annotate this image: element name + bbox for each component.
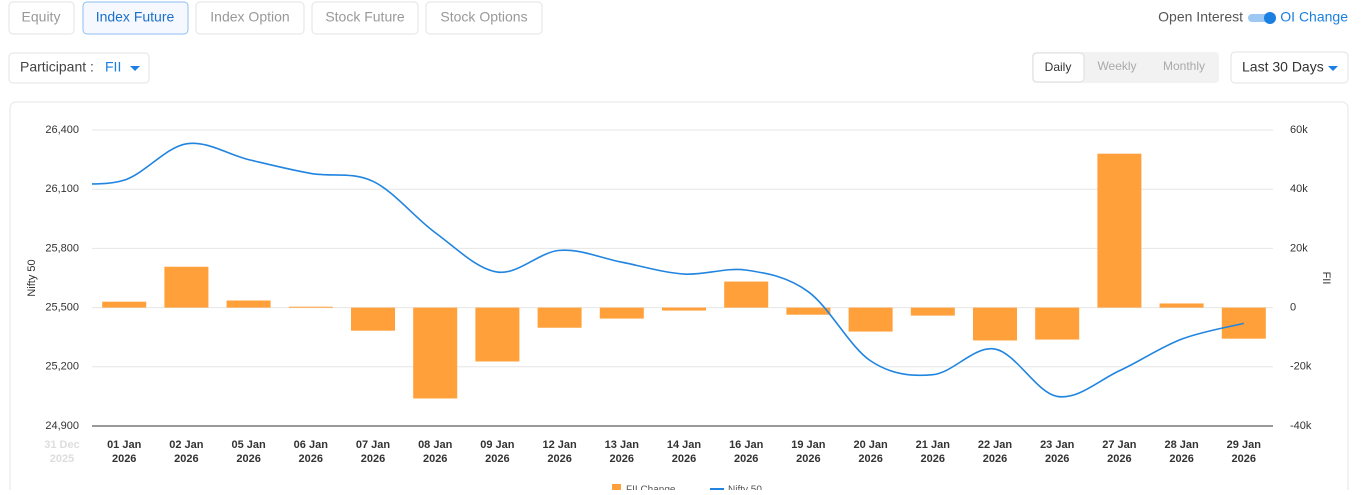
bar (537, 307, 582, 328)
bar (662, 307, 706, 311)
bar (848, 307, 893, 332)
bar (1159, 303, 1204, 308)
tab[interactable] (425, 1, 543, 35)
y2-tick-label: -20k (1290, 361, 1312, 373)
x-tick-label: 07 Jan 2026 (356, 439, 391, 465)
bar (226, 300, 271, 308)
y2-tick-label: -40k (1290, 420, 1312, 432)
oi-toggle[interactable]: Open Interest OI Change (1158, 9, 1348, 25)
tab-label: Stock Options (440, 9, 527, 25)
bar (1221, 307, 1266, 339)
y-tick-label: 25,800 (45, 242, 79, 254)
bar (599, 307, 644, 319)
y2-tick-label: 60k (1290, 124, 1308, 136)
bar (164, 266, 209, 308)
legend-label: Nifty 50 (728, 485, 762, 490)
x-tick-label: 05 Jan 2026 (231, 439, 266, 465)
period[interactable]: Monthly (1163, 59, 1205, 73)
tab-active[interactable] (82, 1, 189, 35)
select-label: Participant : (20, 59, 94, 75)
x-tick-label: 19 Jan 2026 (791, 439, 826, 465)
x-tick-label: 08 Jan 2026 (418, 439, 453, 465)
select-value: FII (105, 59, 121, 75)
caret (1328, 66, 1338, 71)
bar (351, 307, 395, 331)
y-tick-label: 26,100 (45, 183, 79, 195)
x-tick-label: 09 Jan 2026 (480, 439, 515, 465)
line (92, 142, 1244, 398)
tab[interactable] (8, 1, 75, 35)
x-tick-label: 16 Jan 2026 (729, 439, 764, 465)
tab[interactable] (311, 1, 419, 35)
select-box (8, 52, 150, 84)
toggle-knob (1264, 12, 1276, 24)
period[interactable]: Daily (1045, 60, 1072, 74)
y2-tick-label: 0 (1290, 302, 1296, 314)
bar (475, 307, 520, 362)
x-tick-label: 27 Jan 2026 (1102, 439, 1137, 465)
y-tick-label: 26,400 (45, 124, 79, 136)
x-tick-label: 31 Dec 2025 (44, 439, 79, 465)
tab-label: Equity (22, 9, 61, 25)
tab[interactable] (195, 1, 305, 35)
tabs: Equity Index Future Index Option Stock F… (8, 1, 543, 35)
x-tick-label: 20 Jan 2026 (853, 439, 888, 465)
y-tick-label: 25,200 (45, 361, 79, 373)
tab-label: Index Future (96, 9, 175, 25)
x-tick-label: 23 Jan 2026 (1040, 439, 1075, 465)
x-tick-label: 22 Jan 2026 (978, 439, 1013, 465)
bar (910, 307, 955, 316)
chart: Nifty 50 FII 24,900 25,200 25,500 25,800 26,… (26, 124, 1332, 495)
bar (413, 307, 458, 399)
toggle-label: Open Interest (1158, 9, 1243, 25)
switch-active[interactable] (1032, 52, 1085, 83)
caret (130, 66, 140, 71)
select-value: Last 30 Days (1242, 59, 1324, 75)
x-tick-label: 21 Jan 2026 (916, 439, 951, 465)
range-select[interactable]: Last 30 Days (1230, 51, 1349, 84)
y2-axis-title: FII (1320, 272, 1332, 285)
x-tick-label: 01 Jan 2026 (107, 439, 142, 465)
bar (973, 307, 1017, 341)
period[interactable]: Weekly (1097, 59, 1136, 73)
x-tick-label: 13 Jan 2026 (605, 439, 640, 465)
tab-label: Index Option (210, 9, 289, 25)
chart-card (9, 101, 1349, 495)
bar (1035, 307, 1080, 340)
toggle-label: OI Change (1280, 9, 1348, 25)
x-tick-label: 12 Jan 2026 (542, 439, 577, 465)
tab-label: Stock Future (325, 9, 405, 25)
y-tick-label: 25,500 (45, 302, 79, 314)
bar (1097, 153, 1142, 308)
x-tick-label: 28 Jan 2026 (1164, 439, 1199, 465)
y-tick-label: 24,900 (45, 420, 79, 432)
legend-swatch (612, 484, 621, 493)
x-tick-label: 14 Jan 2026 (667, 439, 702, 465)
legend-label: FII Change (626, 485, 676, 490)
x-tick-label: 02 Jan 2026 (169, 439, 204, 465)
x-tick-label: 06 Jan 2026 (294, 439, 329, 465)
bar (724, 281, 769, 308)
select-box (1230, 51, 1349, 84)
y2-tick-label: 40k (1290, 183, 1308, 195)
y2-tick-label: 20k (1290, 242, 1308, 254)
y-axis-title: Nifty 50 (26, 259, 38, 296)
period-switch: Daily Weekly Monthly (1032, 52, 1219, 83)
bar (102, 301, 147, 308)
bar (288, 306, 333, 308)
participant-select[interactable]: Participant : FII (8, 52, 150, 84)
x-tick-label: 29 Jan 2026 (1227, 439, 1262, 465)
bar (786, 307, 831, 315)
